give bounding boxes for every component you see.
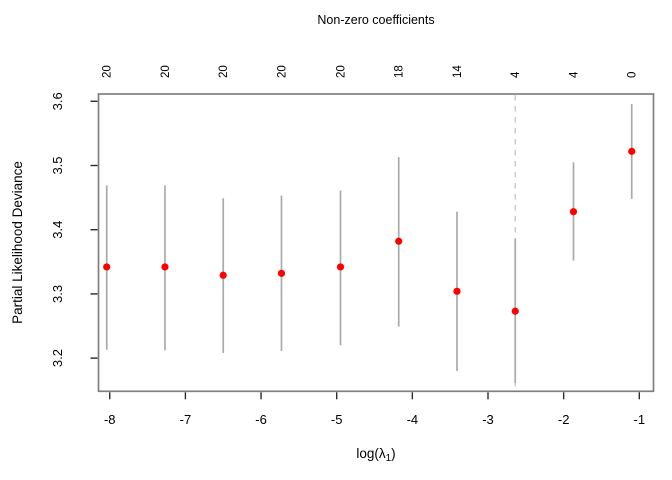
y-tick-label: 3.2 (50, 349, 65, 367)
data-point (628, 147, 636, 155)
plot-box (97, 93, 655, 393)
x-tick-label: -1 (634, 412, 646, 427)
x-axis-title: log(λ1) (356, 446, 395, 464)
top-axis-title: Non-zero coefficients (317, 13, 434, 27)
top-axis-count-label: 20 (160, 65, 172, 78)
y-axis-title: Partial Likelihood Deviance (10, 161, 25, 324)
top-axis-count-label: 0 (627, 72, 639, 78)
top-axis-count-label: 4 (510, 71, 522, 78)
data-point (569, 208, 578, 216)
top-axis-count-label: 14 (452, 65, 464, 78)
data-point (103, 263, 111, 271)
x-tick-label: -7 (180, 412, 192, 427)
data-point (277, 269, 286, 277)
x-tick-label: -3 (482, 412, 494, 427)
data-point (395, 237, 403, 245)
x-tick-label: -8 (104, 412, 116, 427)
top-axis-count-label: 18 (394, 65, 406, 78)
x-tick-label: -2 (558, 412, 570, 427)
y-tick-label: 3.3 (50, 285, 65, 303)
y-tick-label: 3.5 (50, 156, 65, 174)
x-tick-label: -6 (255, 412, 267, 427)
x-tick-label: -5 (331, 412, 343, 427)
top-axis-count-label: 4 (568, 71, 580, 78)
top-axis-count-label: 20 (335, 65, 347, 78)
plot-dynamic-layer: -8 -7 -6 -5 -4 -3 -2 -1 3.2 3.3 3.4 3.5 3.6 20 20 20 20 2… (50, 65, 655, 464)
top-axis-count-label: 20 (276, 65, 288, 78)
data-point (511, 307, 519, 315)
data-point (336, 263, 345, 271)
data-point (219, 271, 227, 279)
x-tick-label: -4 (407, 412, 419, 427)
data-point (453, 287, 461, 295)
y-tick-label: 3.6 (50, 92, 65, 110)
y-tick-label: 3.4 (50, 221, 65, 239)
top-axis-count-label: 20 (218, 65, 230, 78)
data-point (161, 263, 169, 271)
top-axis-count-label: 20 (102, 65, 114, 78)
